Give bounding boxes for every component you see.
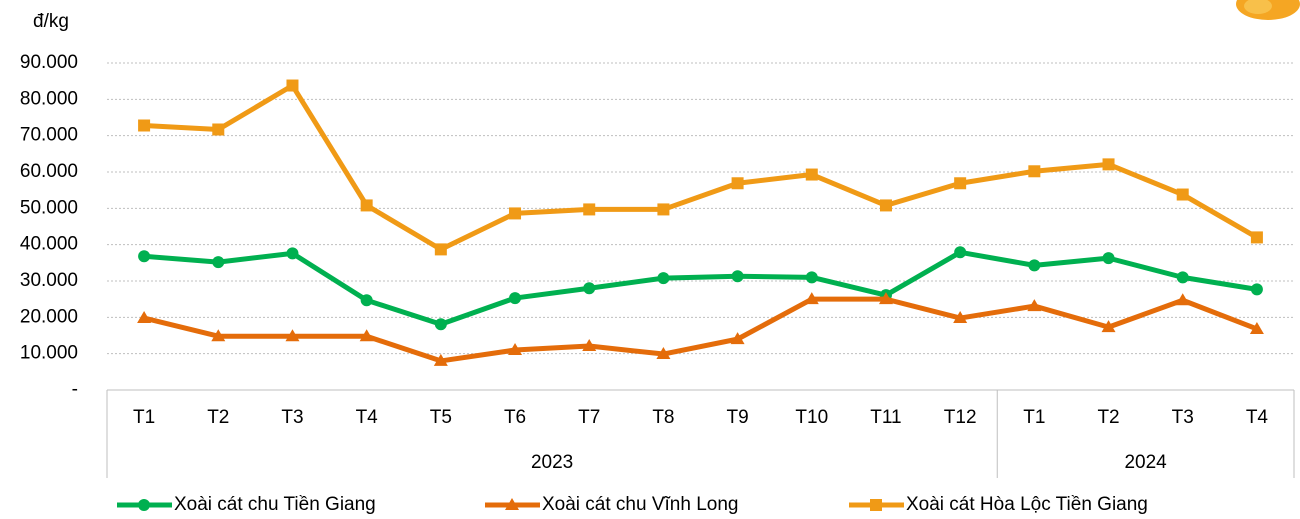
point — [285, 329, 300, 342]
x-tick-label: T4 — [356, 407, 379, 428]
y-unit-label: đ/kg — [33, 11, 69, 32]
point — [953, 311, 968, 324]
point — [211, 329, 226, 342]
legend-label: Xoài cát chu Vĩnh Long — [542, 494, 738, 515]
point — [509, 207, 522, 220]
point — [1102, 158, 1115, 171]
y-tick-label: 70.000 — [20, 125, 78, 146]
point — [731, 177, 744, 190]
series — [137, 292, 1264, 366]
point — [582, 339, 597, 352]
point — [583, 203, 596, 216]
point — [360, 294, 373, 307]
x-tick-label: T10 — [795, 407, 828, 428]
point — [508, 343, 523, 356]
point — [805, 271, 818, 284]
point — [1175, 293, 1190, 306]
x-tick-label: T12 — [944, 407, 977, 428]
point — [360, 199, 373, 212]
point — [1027, 299, 1042, 312]
series — [138, 79, 1263, 256]
point — [1102, 252, 1115, 265]
point — [954, 177, 967, 190]
mango-icon — [1236, 0, 1300, 20]
point — [657, 203, 670, 216]
legend-marker — [138, 499, 150, 511]
point — [731, 270, 744, 283]
series-line — [143, 249, 1258, 327]
point — [657, 272, 670, 285]
x-tick-label: T2 — [207, 407, 229, 428]
series-line — [143, 83, 1259, 252]
group-label: 2023 — [531, 452, 573, 473]
x-tick-label: T9 — [727, 407, 749, 428]
series — [138, 246, 1263, 331]
point — [878, 292, 893, 305]
point — [212, 256, 225, 269]
y-tick-label: 90.000 — [20, 52, 78, 73]
point — [1250, 231, 1263, 244]
point — [137, 311, 152, 324]
point — [1028, 259, 1041, 272]
y-tick-label: 40.000 — [20, 234, 78, 255]
point — [286, 247, 299, 260]
point — [138, 119, 151, 132]
point — [1176, 188, 1189, 201]
x-tick-label: T6 — [504, 407, 526, 428]
point — [359, 329, 374, 342]
point — [433, 353, 448, 366]
y-tick-label: 30.000 — [20, 270, 78, 291]
point — [1249, 321, 1264, 334]
point — [656, 347, 671, 360]
point — [212, 123, 225, 136]
point — [138, 250, 151, 263]
legend-marker — [870, 499, 882, 511]
point — [730, 332, 745, 345]
point — [434, 318, 447, 331]
x-tick-label: T2 — [1097, 407, 1119, 428]
group-label: 2024 — [1124, 452, 1167, 473]
x-tick-label: T1 — [133, 407, 155, 428]
point — [583, 282, 596, 295]
x-tick-label: T11 — [870, 407, 901, 428]
point — [954, 246, 967, 259]
point — [509, 292, 522, 305]
point — [286, 79, 299, 92]
x-tick-label: T5 — [430, 407, 452, 428]
point — [805, 168, 818, 181]
x-tick-label: T4 — [1246, 407, 1269, 428]
series-line — [143, 296, 1258, 364]
x-tick-label: T3 — [1172, 407, 1194, 428]
point — [434, 243, 447, 256]
point — [1101, 320, 1116, 333]
x-tick-label: T7 — [578, 407, 600, 428]
x-tick-label: T1 — [1023, 407, 1045, 428]
y-tick-label: 20.000 — [20, 306, 78, 327]
legend-label: Xoài cát Hòa Lộc Tiền Giang — [906, 494, 1148, 515]
point — [804, 292, 819, 305]
point — [879, 199, 892, 212]
x-tick-label: T8 — [652, 407, 674, 428]
y-tick-label: 60.000 — [20, 161, 78, 182]
point — [1250, 283, 1263, 296]
y-tick-label: 50.000 — [20, 197, 78, 218]
point — [1028, 165, 1041, 178]
legend-marker — [505, 498, 519, 510]
y-tick-label: - — [72, 379, 78, 400]
legend-label: Xoài cát chu Tiền Giang — [174, 494, 376, 515]
point — [1176, 271, 1189, 284]
x-tick-label: T3 — [281, 407, 303, 428]
y-tick-label: 10.000 — [20, 343, 78, 364]
y-tick-label: 80.000 — [20, 88, 78, 109]
